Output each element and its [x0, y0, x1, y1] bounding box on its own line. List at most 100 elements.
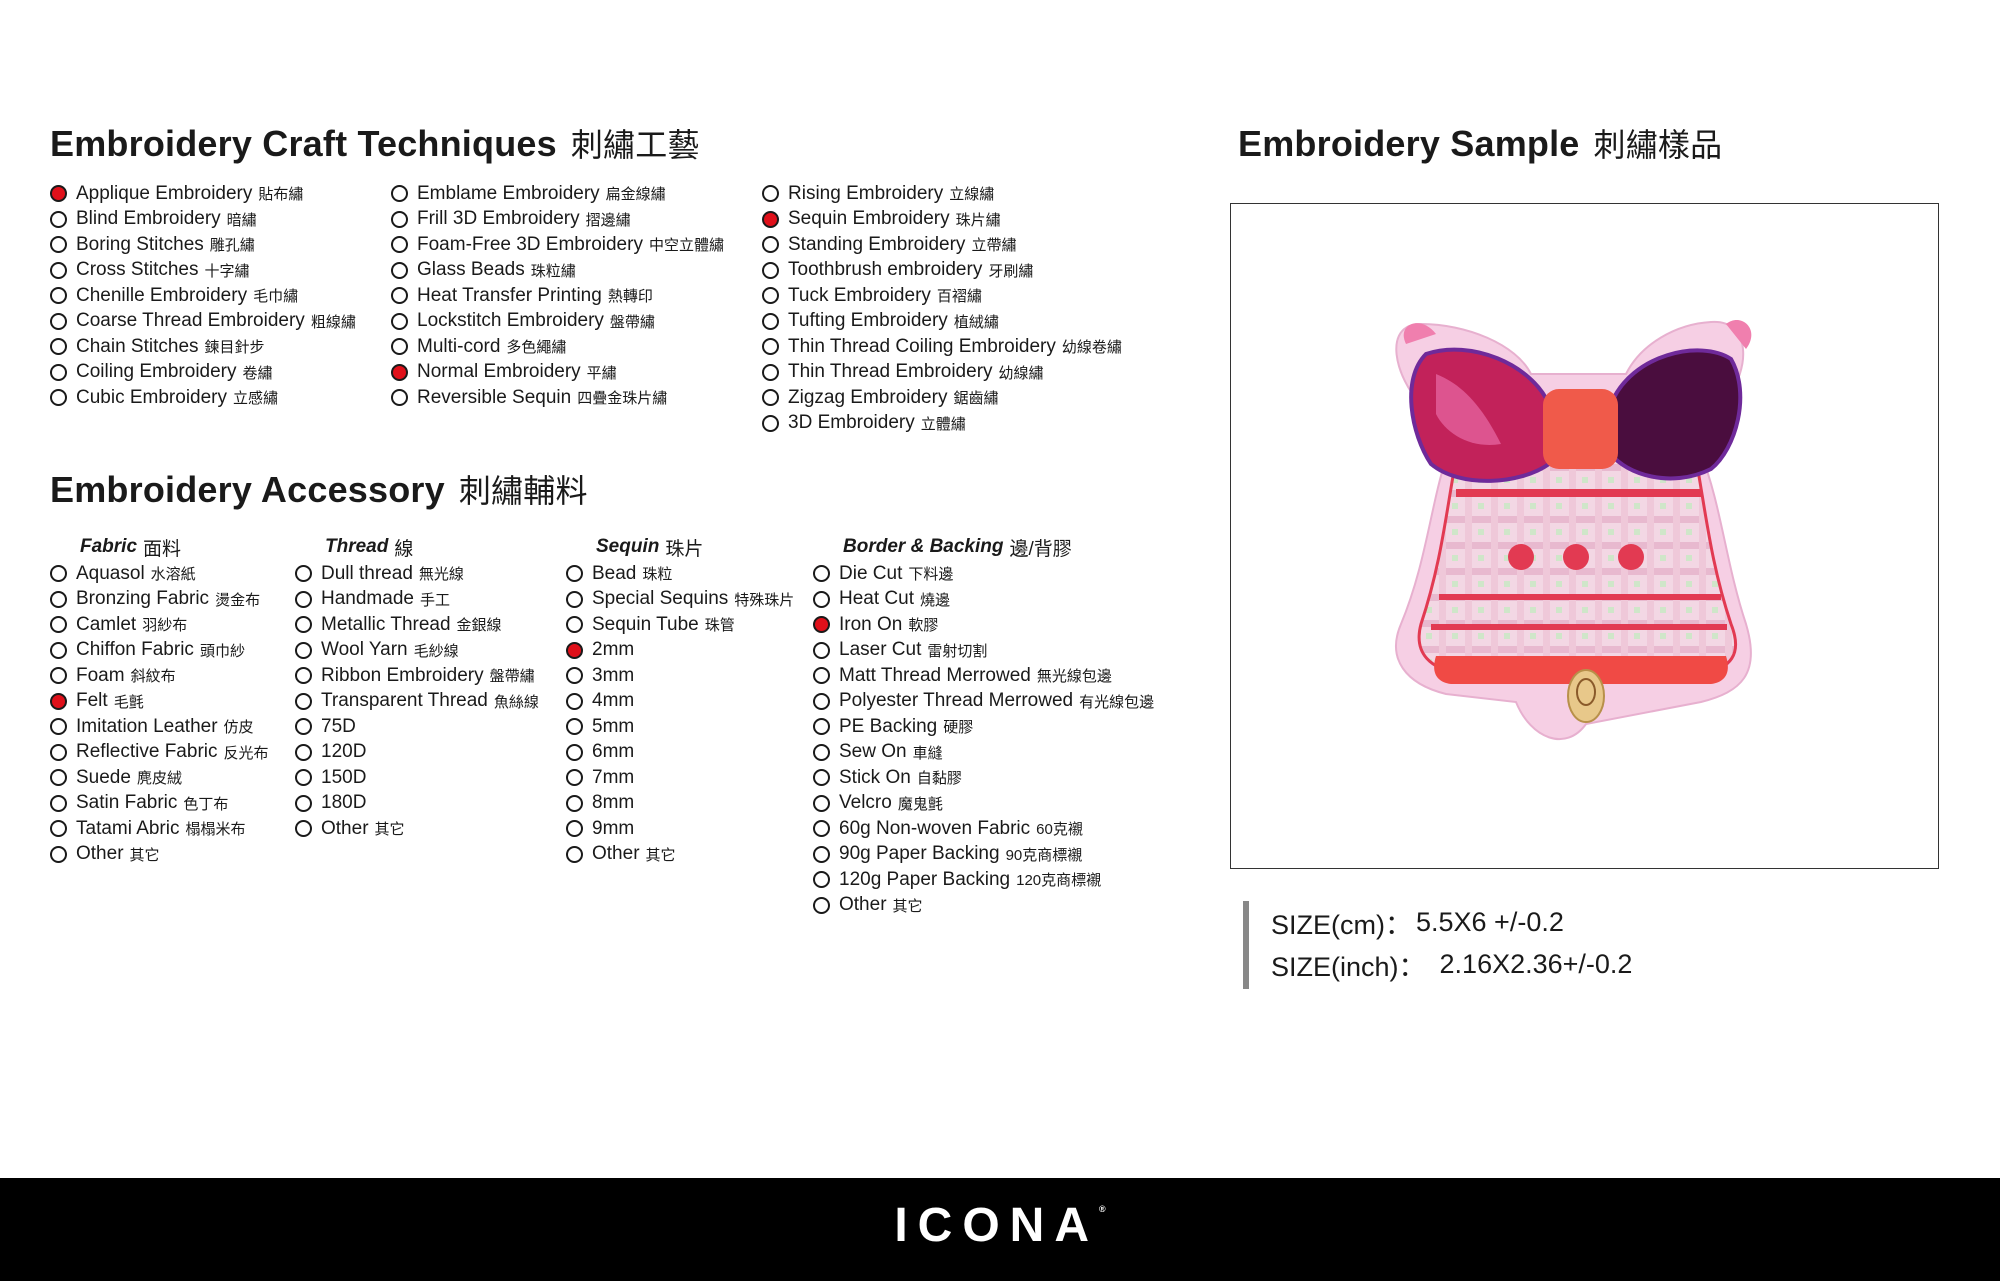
technique-option[interactable]: 3D Embroidery 立體繡: [762, 411, 1122, 437]
radio-unchecked-icon[interactable]: [50, 845, 67, 863]
accessory-option[interactable]: 3mm: [566, 663, 794, 689]
accessory-option[interactable]: 90g Paper Backing 90克商標襯: [813, 842, 1154, 868]
accessory-option[interactable]: Transparent Thread 魚絲線: [295, 689, 539, 715]
accessory-option[interactable]: Satin Fabric 色丁布: [50, 791, 269, 817]
radio-unchecked-icon[interactable]: [566, 565, 583, 583]
radio-unchecked-icon[interactable]: [813, 896, 830, 914]
radio-unchecked-icon[interactable]: [50, 389, 67, 407]
accessory-option[interactable]: Other 其它: [50, 842, 269, 868]
radio-checked-icon[interactable]: [566, 641, 583, 659]
radio-unchecked-icon[interactable]: [295, 769, 312, 787]
radio-unchecked-icon[interactable]: [295, 692, 312, 710]
accessory-option[interactable]: Felt 毛氈: [50, 689, 269, 715]
radio-unchecked-icon[interactable]: [295, 641, 312, 659]
technique-option[interactable]: Multi-cord 多色繩繡: [391, 334, 724, 360]
radio-unchecked-icon[interactable]: [50, 820, 67, 838]
technique-option[interactable]: Thin Thread Coiling Embroidery 幼線卷繡: [762, 334, 1122, 360]
accessory-option[interactable]: PE Backing 硬膠: [813, 714, 1154, 740]
radio-unchecked-icon[interactable]: [391, 210, 408, 228]
radio-unchecked-icon[interactable]: [295, 718, 312, 736]
radio-unchecked-icon[interactable]: [50, 210, 67, 228]
radio-unchecked-icon[interactable]: [295, 565, 312, 583]
radio-unchecked-icon[interactable]: [295, 616, 312, 634]
technique-option[interactable]: Coarse Thread Embroidery 粗線繡: [50, 309, 356, 335]
accessory-option[interactable]: Velcro 魔鬼氈: [813, 791, 1154, 817]
radio-unchecked-icon[interactable]: [762, 236, 779, 254]
technique-option[interactable]: Tufting Embroidery 植絨繡: [762, 309, 1122, 335]
accessory-option[interactable]: Wool Yarn 毛紗線: [295, 638, 539, 664]
accessory-option[interactable]: 60g Non-woven Fabric 60克襯: [813, 816, 1154, 842]
accessory-option[interactable]: Ribbon Embroidery 盤帶繡: [295, 663, 539, 689]
radio-unchecked-icon[interactable]: [295, 667, 312, 685]
accessory-option[interactable]: Bead 珠粒: [566, 561, 794, 587]
accessory-option[interactable]: Other 其它: [566, 842, 794, 868]
accessory-option[interactable]: Polyester Thread Merrowed 有光線包邊: [813, 689, 1154, 715]
radio-unchecked-icon[interactable]: [566, 590, 583, 608]
accessory-option[interactable]: Foam 斜紋布: [50, 663, 269, 689]
technique-option[interactable]: Glass Beads 珠粒繡: [391, 258, 724, 284]
radio-unchecked-icon[interactable]: [813, 590, 830, 608]
technique-option[interactable]: Chain Stitches 鍊目針步: [50, 334, 356, 360]
radio-unchecked-icon[interactable]: [813, 667, 830, 685]
radio-unchecked-icon[interactable]: [762, 185, 779, 203]
technique-option[interactable]: Zigzag Embroidery 鋸齒繡: [762, 385, 1122, 411]
accessory-option[interactable]: 75D: [295, 714, 539, 740]
accessory-option[interactable]: Stick On 自黏膠: [813, 765, 1154, 791]
radio-unchecked-icon[interactable]: [566, 820, 583, 838]
radio-unchecked-icon[interactable]: [391, 287, 408, 305]
accessory-option[interactable]: Metallic Thread 金銀線: [295, 612, 539, 638]
radio-unchecked-icon[interactable]: [762, 414, 779, 432]
radio-unchecked-icon[interactable]: [50, 565, 67, 583]
radio-unchecked-icon[interactable]: [762, 389, 779, 407]
accessory-option[interactable]: Suede 麂皮絨: [50, 765, 269, 791]
accessory-option[interactable]: Dull thread 無光線: [295, 561, 539, 587]
technique-option[interactable]: Blind Embroidery 暗繡: [50, 207, 356, 233]
radio-unchecked-icon[interactable]: [566, 794, 583, 812]
radio-unchecked-icon[interactable]: [391, 312, 408, 330]
accessory-option[interactable]: 180D: [295, 791, 539, 817]
accessory-option[interactable]: 5mm: [566, 714, 794, 740]
technique-option[interactable]: Thin Thread Embroidery 幼線繡: [762, 360, 1122, 386]
radio-unchecked-icon[interactable]: [813, 820, 830, 838]
radio-unchecked-icon[interactable]: [295, 820, 312, 838]
accessory-option[interactable]: Aquasol 水溶紙: [50, 561, 269, 587]
radio-unchecked-icon[interactable]: [813, 769, 830, 787]
radio-checked-icon[interactable]: [50, 185, 67, 203]
accessory-option[interactable]: 4mm: [566, 689, 794, 715]
radio-unchecked-icon[interactable]: [762, 312, 779, 330]
technique-option[interactable]: Rising Embroidery 立線繡: [762, 181, 1122, 207]
radio-unchecked-icon[interactable]: [566, 718, 583, 736]
accessory-option[interactable]: Sequin Tube 珠管: [566, 612, 794, 638]
technique-option[interactable]: Boring Stitches 雕孔繡: [50, 232, 356, 258]
technique-option[interactable]: Foam-Free 3D Embroidery 中空立體繡: [391, 232, 724, 258]
radio-unchecked-icon[interactable]: [50, 261, 67, 279]
radio-unchecked-icon[interactable]: [50, 338, 67, 356]
technique-option[interactable]: Sequin Embroidery 珠片繡: [762, 207, 1122, 233]
radio-unchecked-icon[interactable]: [813, 743, 830, 761]
radio-unchecked-icon[interactable]: [566, 769, 583, 787]
radio-unchecked-icon[interactable]: [813, 692, 830, 710]
radio-unchecked-icon[interactable]: [391, 338, 408, 356]
radio-unchecked-icon[interactable]: [50, 641, 67, 659]
accessory-option[interactable]: 9mm: [566, 816, 794, 842]
technique-option[interactable]: Lockstitch Embroidery 盤帶繡: [391, 309, 724, 335]
technique-option[interactable]: Chenille Embroidery 毛巾繡: [50, 283, 356, 309]
technique-option[interactable]: Standing Embroidery 立帶繡: [762, 232, 1122, 258]
radio-unchecked-icon[interactable]: [566, 743, 583, 761]
radio-unchecked-icon[interactable]: [50, 287, 67, 305]
accessory-option[interactable]: Other 其它: [813, 893, 1154, 919]
radio-unchecked-icon[interactable]: [50, 718, 67, 736]
radio-unchecked-icon[interactable]: [295, 590, 312, 608]
radio-checked-icon[interactable]: [50, 692, 67, 710]
accessory-option[interactable]: Iron On 軟膠: [813, 612, 1154, 638]
radio-unchecked-icon[interactable]: [566, 845, 583, 863]
radio-checked-icon[interactable]: [762, 210, 779, 228]
accessory-option[interactable]: Special Sequins 特殊珠片: [566, 587, 794, 613]
accessory-option[interactable]: Imitation Leather 仿皮: [50, 714, 269, 740]
technique-option[interactable]: Applique Embroidery 貼布繡: [50, 181, 356, 207]
radio-unchecked-icon[interactable]: [50, 363, 67, 381]
radio-unchecked-icon[interactable]: [813, 794, 830, 812]
technique-option[interactable]: Coiling Embroidery 卷繡: [50, 360, 356, 386]
radio-unchecked-icon[interactable]: [50, 667, 67, 685]
radio-checked-icon[interactable]: [813, 616, 830, 634]
